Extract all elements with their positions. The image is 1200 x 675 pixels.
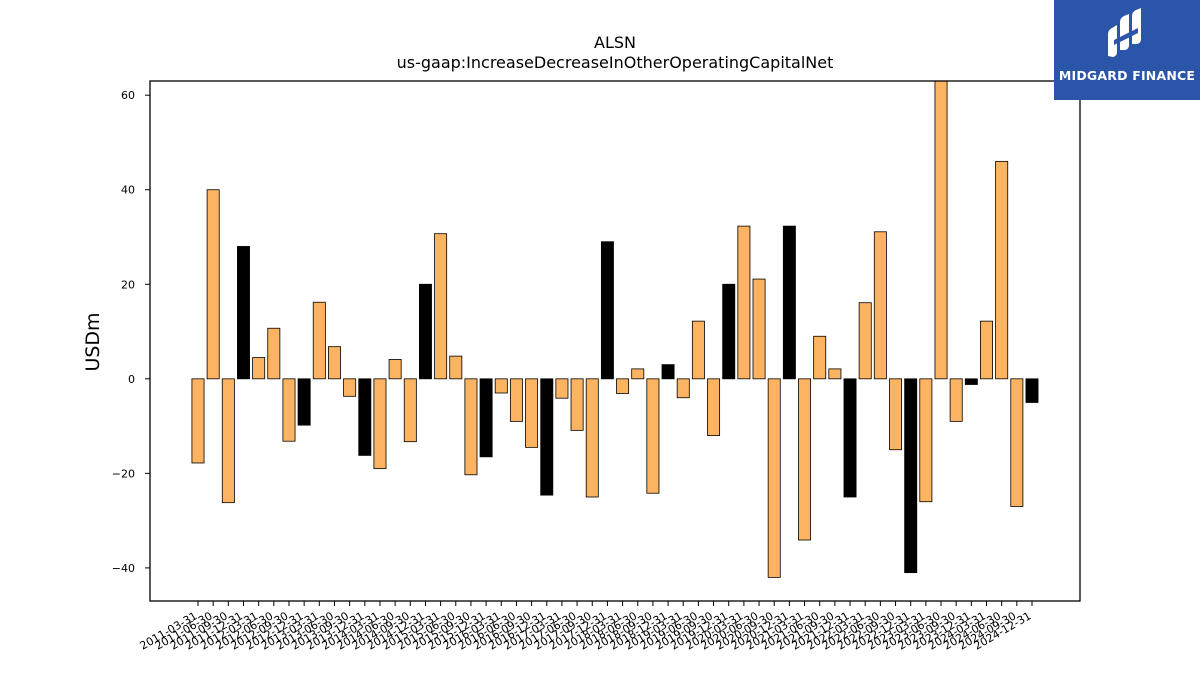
y-tick-label: 60 — [121, 89, 135, 102]
bar-2023-12-31 — [964, 378, 978, 385]
bar-2020-12-31 — [782, 225, 796, 380]
bar-2012-06-30 — [267, 327, 281, 380]
bar-2023-03-31 — [919, 378, 933, 503]
y-axis-ticks: −40 −20 0 20 40 60 — [112, 89, 150, 575]
bar-2019-06-30 — [691, 320, 705, 380]
chart-subtitle: us-gaap:IncreaseDecreaseInOtherOperating… — [397, 53, 834, 72]
bar-2013-09-30 — [343, 378, 357, 397]
bar-2015-09-30 — [464, 378, 478, 476]
bar-2018-12-31 — [661, 364, 675, 380]
bar-2024-03-31 — [980, 320, 993, 380]
bar-2012-09-30 — [282, 378, 296, 442]
plot-frame — [149, 80, 1081, 602]
bar-2014-09-30 — [403, 378, 417, 443]
bar-2020-06-30 — [752, 278, 766, 380]
bar-2015-03-31 — [434, 233, 448, 380]
bar-2023-06-30 — [934, 80, 948, 380]
bar-2021-09-30 — [828, 368, 842, 380]
y-tick-label: 0 — [128, 373, 135, 386]
bar-2016-06-30 — [509, 378, 523, 422]
bar-2019-03-31 — [676, 378, 690, 399]
chart-title: ALSN — [594, 33, 636, 52]
bar-2013-06-30 — [328, 346, 341, 380]
logo-text: MIDGARD FINANCE — [1058, 68, 1196, 83]
bar-2016-03-31 — [494, 378, 508, 394]
bar-2021-12-31 — [843, 378, 857, 498]
bar-2018-09-30 — [646, 378, 660, 494]
bar-2014-06-30 — [388, 359, 402, 380]
bar-2022-06-30 — [873, 231, 887, 380]
bar-2012-03-31 — [252, 357, 266, 380]
bar-2014-03-31 — [373, 378, 387, 470]
y-tick-label: −20 — [112, 467, 135, 480]
bar-2017-03-31 — [555, 378, 569, 399]
bar-2014-12-31 — [418, 283, 432, 380]
x-axis-ticks: 2011-03-312011-06-302011-09-302011-12-31… — [138, 601, 1034, 653]
bar-2017-06-30 — [570, 378, 584, 431]
bar-2022-12-31 — [904, 378, 918, 574]
bar-2022-09-30 — [889, 378, 902, 451]
bar-2020-09-30 — [767, 378, 781, 578]
bar-2018-03-31 — [616, 378, 630, 394]
bar-2011-09-30 — [221, 378, 235, 504]
bar-2024-12-31 — [1025, 378, 1039, 403]
bar-2018-06-30 — [631, 368, 645, 380]
bar-2021-06-30 — [813, 335, 827, 380]
bar-2017-12-31 — [600, 241, 614, 380]
bar-2013-12-31 — [358, 378, 372, 456]
bar-2024-06-30 — [995, 160, 1009, 380]
bar-2023-09-30 — [949, 378, 963, 422]
y-tick-label: −40 — [112, 562, 135, 575]
bars-group — [191, 80, 1039, 578]
bar-2012-12-31 — [297, 378, 311, 426]
bar-2024-09-30 — [1010, 378, 1024, 507]
bar-2021-03-31 — [798, 378, 812, 541]
y-axis-label: USDm — [82, 312, 104, 371]
bar-2015-06-30 — [449, 355, 463, 380]
bar-2020-03-31 — [737, 225, 751, 380]
bar-2011-12-31 — [237, 246, 250, 380]
bar-2019-12-31 — [722, 283, 736, 380]
y-tick-label: 20 — [121, 278, 135, 291]
bar-2013-03-31 — [312, 301, 326, 380]
bar-2011-03-31 — [191, 378, 205, 464]
bar-2022-03-31 — [858, 302, 872, 380]
midgard-finance-logo: MIDGARD FINANCE — [1054, 0, 1200, 100]
bar-2016-12-31 — [540, 378, 554, 496]
bar-2017-09-30 — [585, 378, 599, 498]
midgard-finance-logo-icon — [1108, 8, 1141, 57]
bar-2016-09-30 — [525, 378, 539, 448]
y-tick-label: 40 — [121, 184, 135, 197]
bar-2019-09-30 — [707, 378, 721, 436]
bar-2015-12-31 — [479, 378, 493, 458]
bar-2011-06-30 — [206, 189, 220, 380]
